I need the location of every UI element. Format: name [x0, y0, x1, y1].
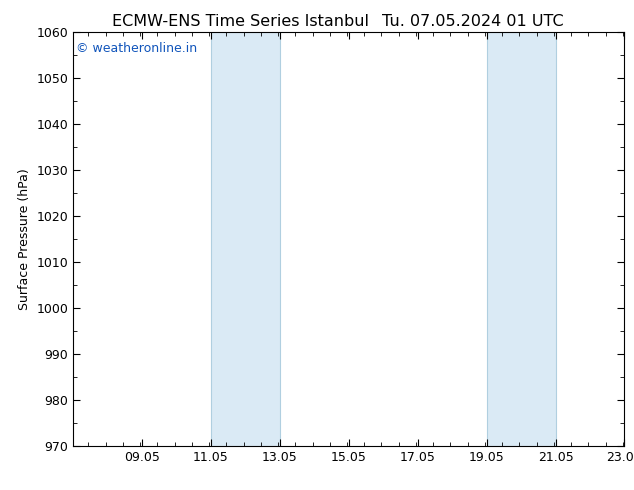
Y-axis label: Surface Pressure (hPa): Surface Pressure (hPa): [18, 168, 30, 310]
Bar: [487, 32, 555, 446]
Text: © weatheronline.in: © weatheronline.in: [75, 42, 197, 55]
Bar: [210, 32, 280, 446]
Text: ECMW-ENS Time Series Istanbul: ECMW-ENS Time Series Istanbul: [112, 14, 370, 29]
Text: Tu. 07.05.2024 01 UTC: Tu. 07.05.2024 01 UTC: [382, 14, 563, 29]
